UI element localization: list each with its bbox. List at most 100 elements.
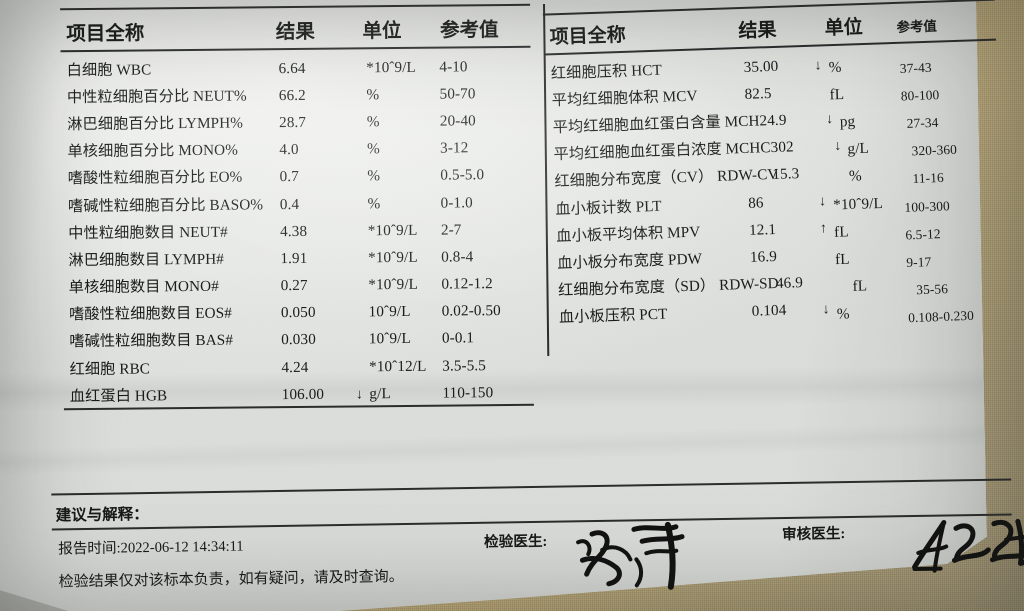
result-value: 86	[747, 193, 764, 212]
result-item-name: 血红蛋白 HGB	[69, 387, 168, 406]
result-item-name: 单核细胞百分比 MONO%	[67, 141, 239, 161]
reference-range: 3-12	[440, 139, 469, 157]
column-header-name: 项目全称	[66, 23, 145, 46]
reference-range: 0.8-4	[441, 248, 474, 266]
result-value: 1.91	[280, 249, 308, 268]
result-item-name: 中性粒细胞数目 NEUT#	[68, 223, 228, 242]
result-item-name: 血小板压积 PCT	[558, 305, 668, 327]
abnormal-flag-icon	[833, 286, 852, 287]
column-header-unit: 单位	[824, 16, 864, 40]
result-value: 4.0	[279, 141, 299, 159]
result-item-name: 嗜酸性粒细胞数目 EOS#	[68, 304, 232, 324]
result-item-name: 单核细胞数目 MONO#	[68, 277, 219, 297]
result-item-name: 血小板计数 PLT	[555, 197, 662, 218]
result-unit: %	[367, 194, 381, 212]
result-unit: 10ˆ9/L	[368, 303, 411, 321]
tester-label: 检验医生:	[483, 533, 548, 551]
result-value: 0.050	[280, 304, 316, 322]
result-unit: %	[836, 305, 850, 323]
result-item-name: 平均红细胞体积 MCV	[551, 87, 698, 110]
reference-range: 3.5-5.5	[442, 356, 487, 375]
result-value: 12.1	[748, 220, 777, 239]
results-table-left: 项目全称 结果 单位 参考值 白细胞 WBC 6.64 *10ˆ9/L 4-10 中性粒…	[60, 3, 534, 411]
column-header-result: 结果	[275, 21, 315, 44]
result-value: 16.9	[749, 247, 778, 266]
result-value: 24.9	[759, 111, 787, 130]
abnormal-flag-icon	[830, 177, 849, 178]
abnormal-flag-icon: ↓	[818, 193, 827, 210]
column-header-reference: 参考值	[896, 18, 938, 35]
result-value: 82.5	[744, 84, 772, 103]
result-value: 66.2	[278, 86, 306, 104]
result-item-name: 红细胞压积 HCT	[550, 61, 663, 82]
result-item-name: 血小板平均体积 MPV	[555, 223, 701, 245]
result-unit: %	[366, 85, 380, 104]
result-unit: g/L	[369, 384, 391, 403]
report-time: 报告时间:2022-06-12 14:34:11	[58, 538, 244, 558]
table-header-row: 项目全称 结果 单位 参考值	[60, 10, 530, 51]
result-unit: *10ˆ9/L	[367, 221, 418, 240]
result-value: 0.7	[279, 168, 299, 186]
result-value: 0.27	[280, 276, 308, 295]
result-value: 35.00	[743, 57, 779, 76]
table-body-right: 红细胞压积 HCT 35.00 ↓% 37-43 平均红细胞体积 MCV 82.5 fL 80…	[544, 44, 1005, 331]
reference-range: 50-70	[439, 85, 476, 103]
column-header-name: 项目全称	[549, 24, 627, 49]
abnormal-flag-icon: ↓	[814, 57, 822, 74]
abnormal-flag-icon: ↓	[834, 138, 842, 155]
reference-range: 0.02-0.50	[441, 302, 501, 320]
reference-range: 4-10	[439, 57, 468, 76]
result-value: 4.24	[281, 358, 309, 376]
result-unit: *10ˆ9/L	[368, 275, 419, 294]
abnormal-flag-icon: ↓	[825, 111, 834, 128]
abnormal-flag-icon: ↓	[822, 302, 830, 318]
reference-range: 20-40	[439, 112, 476, 130]
result-unit: *10ˆ12/L	[369, 357, 427, 375]
reference-range: 0-0.1	[441, 329, 475, 348]
report-footer: 建议与解释： 报告时间:2022-06-12 14:34:11 检验医生:	[51, 478, 1024, 591]
abnormal-flag-icon	[814, 259, 835, 260]
result-value: 28.7	[279, 113, 307, 132]
abnormal-flag-icon: ↓	[355, 387, 363, 403]
result-value: 6.64	[278, 59, 306, 77]
reference-range: 0.5-5.0	[440, 166, 485, 184]
result-item-name: 淋巴细胞数目 LYMPH#	[68, 250, 225, 270]
reviewer-label: 审核医生:	[781, 526, 846, 544]
result-value: 0.4	[279, 195, 300, 213]
results-table-right: 项目全称 结果 单位 参考值 红细胞压积 HCT 35.00 ↓% 37-43 平均红细…	[542, 0, 1005, 331]
result-item-name: 红细胞 RBC	[69, 360, 151, 378]
result-item-name: 嗜碱性粒细胞数目 BAS#	[69, 332, 234, 351]
result-item-name: 白细胞 WBC	[66, 60, 152, 79]
result-value: 0.104	[751, 301, 787, 321]
result-unit: *10ˆ9/L	[368, 248, 418, 267]
result-value: 0.030	[281, 331, 316, 349]
paper-crease	[0, 421, 985, 476]
result-value: 15.3	[772, 165, 800, 184]
result-unit: %	[367, 167, 381, 185]
table-body-left: 白细胞 WBC 6.64 *10ˆ9/L 4-10 中性粒细胞百分比 NEUT% 66.2…	[61, 51, 534, 409]
result-item-name: 嗜酸性粒细胞百分比 EO%	[67, 168, 243, 188]
result-unit: 10ˆ9/L	[368, 330, 411, 348]
footer-signature-row: 报告时间:2022-06-12 14:34:11 检验医生:	[52, 515, 1024, 590]
reference-range: 2-7	[440, 221, 462, 239]
column-header-result: 结果	[738, 19, 777, 43]
result-value: 302	[770, 138, 795, 157]
column-header-reference: 参考值	[439, 20, 499, 42]
reference-range: 0-1.0	[440, 193, 473, 212]
column-header-unit: 单位	[362, 20, 402, 43]
reference-range: 110-150	[442, 383, 494, 402]
result-item-name: 中性粒细胞百分比 NEUT%	[66, 87, 247, 106]
result-unit: *10ˆ9/L	[366, 58, 416, 76]
result-value: 4.38	[280, 222, 308, 240]
result-item-name: 血小板分布宽度 PDW	[556, 250, 703, 273]
reviewer-signature	[910, 505, 1024, 592]
result-item-name: 淋巴细胞百分比 LYMPH%	[67, 114, 244, 134]
abnormal-flag-icon: ↑	[819, 221, 828, 237]
reference-range: 0.12-1.2	[441, 275, 493, 293]
abnormal-flag-icon	[808, 96, 829, 97]
result-value: 106.00	[281, 385, 325, 403]
tester-signature	[572, 514, 723, 601]
result-unit: %	[366, 113, 380, 131]
